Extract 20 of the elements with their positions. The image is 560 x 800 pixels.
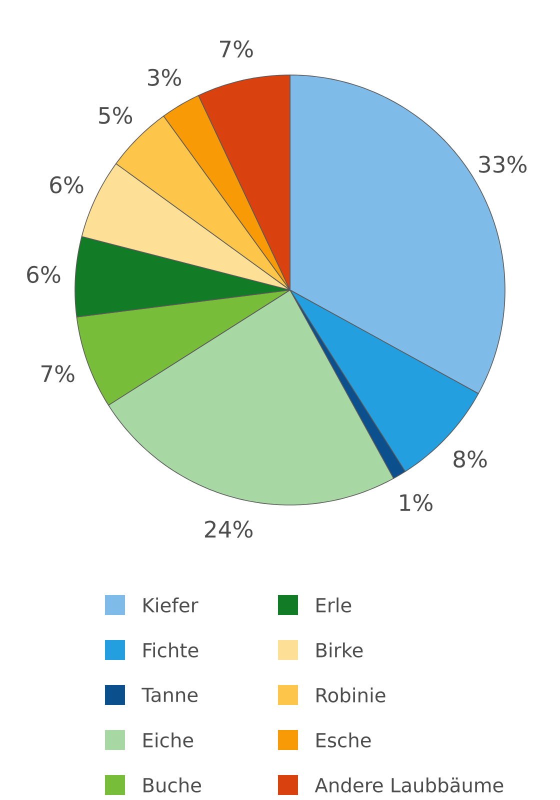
legend-label: Buche [144,778,201,792]
data-label: 7% [220,40,253,58]
legend-label: Kiefer [144,598,198,612]
data-label: 7% [41,365,74,382]
data-label: 5% [99,106,132,124]
data-label: 6% [50,176,84,194]
data-label: 1% [400,494,432,512]
data-label: 6% [27,266,60,284]
data-label: 3% [148,68,181,86]
legend-label: Birke [316,642,363,658]
legend-label: Fichte [144,642,198,658]
legend-label: Andere Laubbäume [314,778,504,792]
legend-label: Tanne [142,688,198,702]
data-label: 33% [479,156,527,173]
legend-label: Esche [316,732,371,748]
data-label: 24% [205,520,252,538]
legend-label: Robinie [316,688,386,702]
legend-label: Eiche [144,732,194,748]
data-label: 8% [454,450,487,468]
legend-label: Erle [316,598,352,612]
